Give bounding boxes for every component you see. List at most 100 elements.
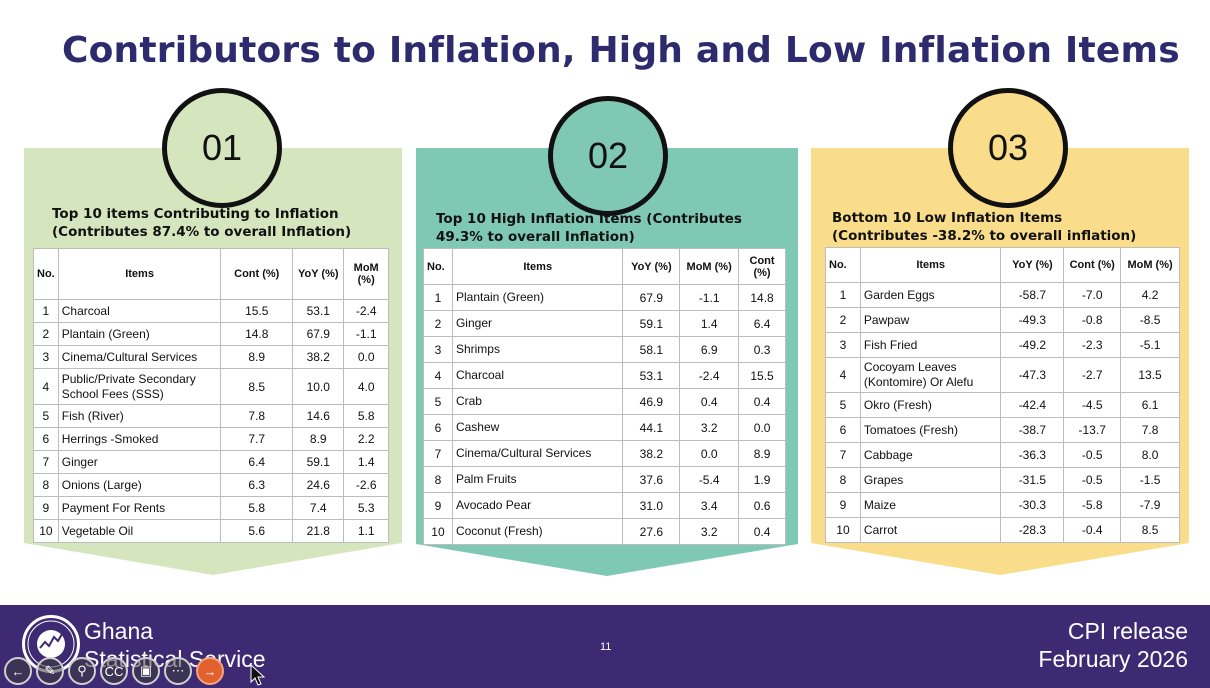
row-value: 1.9 — [738, 466, 786, 493]
row-number: 3 — [423, 336, 453, 363]
item-name: Cabbage — [859, 442, 1002, 468]
table-row: 4 Public/Private Secondary School Fees (S… — [33, 368, 389, 405]
item-name: Herrings -Smoked — [57, 427, 222, 451]
next-slide-button[interactable]: → — [196, 657, 224, 685]
table-row: 2 Pawpaw -49.3 -0.8 -8.5 — [825, 307, 1180, 333]
row-number: 8 — [423, 466, 453, 493]
row-value: 3.2 — [679, 518, 740, 545]
row-value: 14.8 — [220, 322, 294, 346]
table-row: 6 Herrings -Smoked 7.7 8.9 2.2 — [33, 427, 389, 451]
row-value: 15.5 — [220, 299, 294, 323]
row-number: 5 — [423, 388, 453, 415]
column-header: No. — [423, 248, 453, 285]
table-row: 3 Cinema/Cultural Services 8.9 38.2 0.0 — [33, 345, 389, 369]
row-value: 67.9 — [292, 322, 345, 346]
row-number: 6 — [825, 417, 861, 443]
magnifier-icon: ⚲ — [77, 663, 87, 678]
panel-number-circle: 03 — [948, 88, 1068, 208]
row-number: 9 — [825, 492, 861, 518]
high-inflation-table: No. Items YoY (%) MoM (%) Cont (%) 1 Plantain… — [423, 248, 786, 545]
previous-slide-button[interactable]: ← — [4, 657, 32, 685]
table-row: 9 Maize -30.3 -5.8 -7.9 — [825, 492, 1180, 518]
row-value: 67.9 — [622, 284, 681, 311]
table-row: 10 Carrot -28.3 -0.4 8.5 — [825, 517, 1180, 543]
item-name: Cinema/Cultural Services — [451, 440, 624, 467]
item-name: Cinema/Cultural Services — [57, 345, 222, 369]
row-value: 0.4 — [738, 518, 786, 545]
row-value: 7.4 — [292, 496, 345, 520]
row-value: -49.2 — [1000, 332, 1065, 358]
row-value: -49.3 — [1000, 307, 1065, 333]
table-row: 3 Fish Fried -49.2 -2.3 -5.1 — [825, 332, 1180, 358]
row-number: 1 — [825, 282, 861, 308]
row-value: -1.1 — [679, 284, 740, 311]
row-number: 10 — [423, 518, 453, 545]
row-value: 14.6 — [292, 404, 345, 428]
row-value: -28.3 — [1000, 517, 1065, 543]
low-inflation-table: No. Items YoY (%) Cont (%) MoM (%) 1 Garden E… — [825, 247, 1180, 543]
table-header-row: No. Items YoY (%) Cont (%) MoM (%) — [825, 247, 1180, 283]
row-value: 8.9 — [292, 427, 345, 451]
arrow-right-icon: → — [203, 663, 217, 679]
zoom-button[interactable]: ⚲ — [68, 657, 96, 685]
item-name: Avocado Pear — [451, 492, 624, 519]
pen-tool-button[interactable]: ✎ — [36, 657, 64, 685]
row-value: -5.4 — [679, 466, 740, 493]
row-value: -5.1 — [1120, 332, 1180, 358]
row-value: 0.4 — [679, 388, 740, 415]
panel-heading-line2: 49.3% to overall Inflation) — [436, 229, 635, 245]
table-row: 5 Okro (Fresh) -42.4 -4.5 6.1 — [825, 392, 1180, 418]
column-header: Cont (%) — [738, 248, 786, 285]
row-value: 2.2 — [343, 427, 389, 451]
row-value: 1.1 — [343, 519, 389, 543]
row-value: 8.5 — [1120, 517, 1180, 543]
item-name: Palm Fruits — [451, 466, 624, 493]
row-value: -36.3 — [1000, 442, 1065, 468]
row-value: 21.8 — [292, 519, 345, 543]
item-name: Ginger — [451, 310, 624, 337]
item-name: Carrot — [859, 517, 1002, 543]
item-name: Plantain (Green) — [451, 284, 624, 311]
more-options-button[interactable]: ⋯ — [164, 657, 192, 685]
row-value: 8.0 — [1120, 442, 1180, 468]
item-name: Onions (Large) — [57, 473, 222, 497]
row-value: -58.7 — [1000, 282, 1065, 308]
item-name: Ginger — [57, 450, 222, 474]
table-row: 4 Cocoyam Leaves (Kontomire) Or Alefu -47.… — [825, 357, 1180, 393]
row-value: 1.4 — [343, 450, 389, 474]
row-value: 10.0 — [292, 368, 345, 405]
panel-number: 02 — [587, 135, 629, 176]
table-row: 9 Payment For Rents 5.8 7.4 5.3 — [33, 496, 389, 520]
row-number: 2 — [33, 322, 59, 346]
row-value: 14.8 — [738, 284, 786, 311]
row-value: -7.0 — [1063, 282, 1122, 308]
table-row: 3 Shrimps 58.1 6.9 0.3 — [423, 336, 786, 363]
panel-high-inflation: 02 Top 10 High Inflation Items (Contribu… — [416, 96, 798, 576]
row-value: 31.0 — [622, 492, 681, 519]
row-value: 37.6 — [622, 466, 681, 493]
contributors-table: No. Items Cont (%) YoY (%) MoM (%) 1 Charcoal… — [33, 248, 389, 543]
row-value: 13.5 — [1120, 357, 1180, 393]
row-value: -8.5 — [1120, 307, 1180, 333]
slide-page-number: 11 — [600, 641, 612, 653]
panel-number-circle: 02 — [548, 96, 668, 216]
table-row: 10 Coconut (Fresh) 27.6 3.2 0.4 — [423, 518, 786, 545]
row-value: 59.1 — [292, 450, 345, 474]
row-value: 4.0 — [343, 368, 389, 405]
row-value: -0.4 — [1063, 517, 1122, 543]
camera-button[interactable]: ▣ — [132, 657, 160, 685]
table-header-row: No. Items Cont (%) YoY (%) MoM (%) — [33, 248, 389, 300]
row-value: -38.7 — [1000, 417, 1065, 443]
panel-heading-line1: Top 10 High Inflation Items (Contributes — [436, 211, 742, 227]
row-number: 5 — [825, 392, 861, 418]
row-value: 3.2 — [679, 414, 740, 441]
item-name: Cocoyam Leaves (Kontomire) Or Alefu — [859, 357, 1002, 393]
row-number: 1 — [423, 284, 453, 311]
table-row: 1 Plantain (Green) 67.9 -1.1 14.8 — [423, 284, 786, 311]
panel-number: 03 — [987, 127, 1029, 168]
item-name: Garden Eggs — [859, 282, 1002, 308]
item-name: Vegetable Oil — [57, 519, 222, 543]
captions-button[interactable]: CC — [100, 657, 128, 685]
table-row: 8 Grapes -31.5 -0.5 -1.5 — [825, 467, 1180, 493]
row-number: 4 — [33, 368, 59, 405]
